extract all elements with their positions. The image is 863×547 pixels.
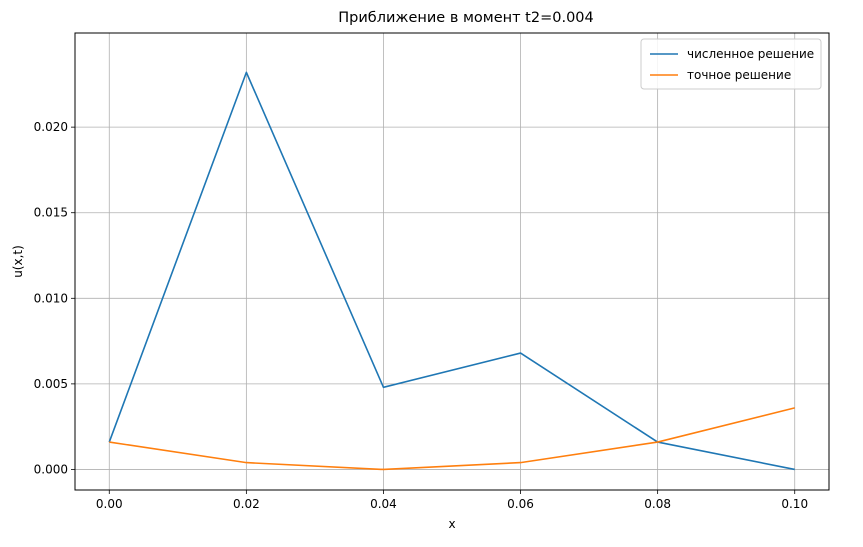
plot-frame — [74, 32, 830, 491]
x-tick-label: 0.02 — [233, 497, 260, 511]
legend-box — [640, 38, 822, 90]
y-tick-label: 0.005 — [34, 377, 68, 391]
x-axis-label: x — [448, 517, 455, 531]
legend: численное решение точное решение — [640, 38, 822, 90]
y-tick-label: 0.010 — [34, 291, 68, 305]
series-line-1 — [108, 71, 795, 471]
x-tick-label: 0.00 — [96, 497, 123, 511]
series-layer — [108, 71, 795, 471]
series-line-2 — [109, 407, 795, 471]
grid-lines — [75, 33, 829, 490]
x-tick-label: 0.08 — [644, 497, 671, 511]
axis-ticks: 0.00 0.02 0.04 0.06 0.08 0.10 0.000 0.005 0.010 0… — [34, 120, 808, 511]
x-tick-label: 0.04 — [370, 497, 397, 511]
chart-title: Приближение в момент t2=0.004 — [338, 10, 594, 26]
y-axis-label: u(x,t) — [11, 245, 25, 278]
x-tick-label: 0.06 — [507, 497, 534, 511]
y-tick-label: 0.020 — [34, 120, 68, 134]
legend-label-2: точное решение — [687, 68, 791, 82]
y-tick-label: 0.015 — [34, 206, 68, 220]
x-tick-label: 0.10 — [781, 497, 808, 511]
legend-label-1: численное решение — [687, 47, 814, 61]
y-tick-label: 0.000 — [34, 462, 68, 476]
